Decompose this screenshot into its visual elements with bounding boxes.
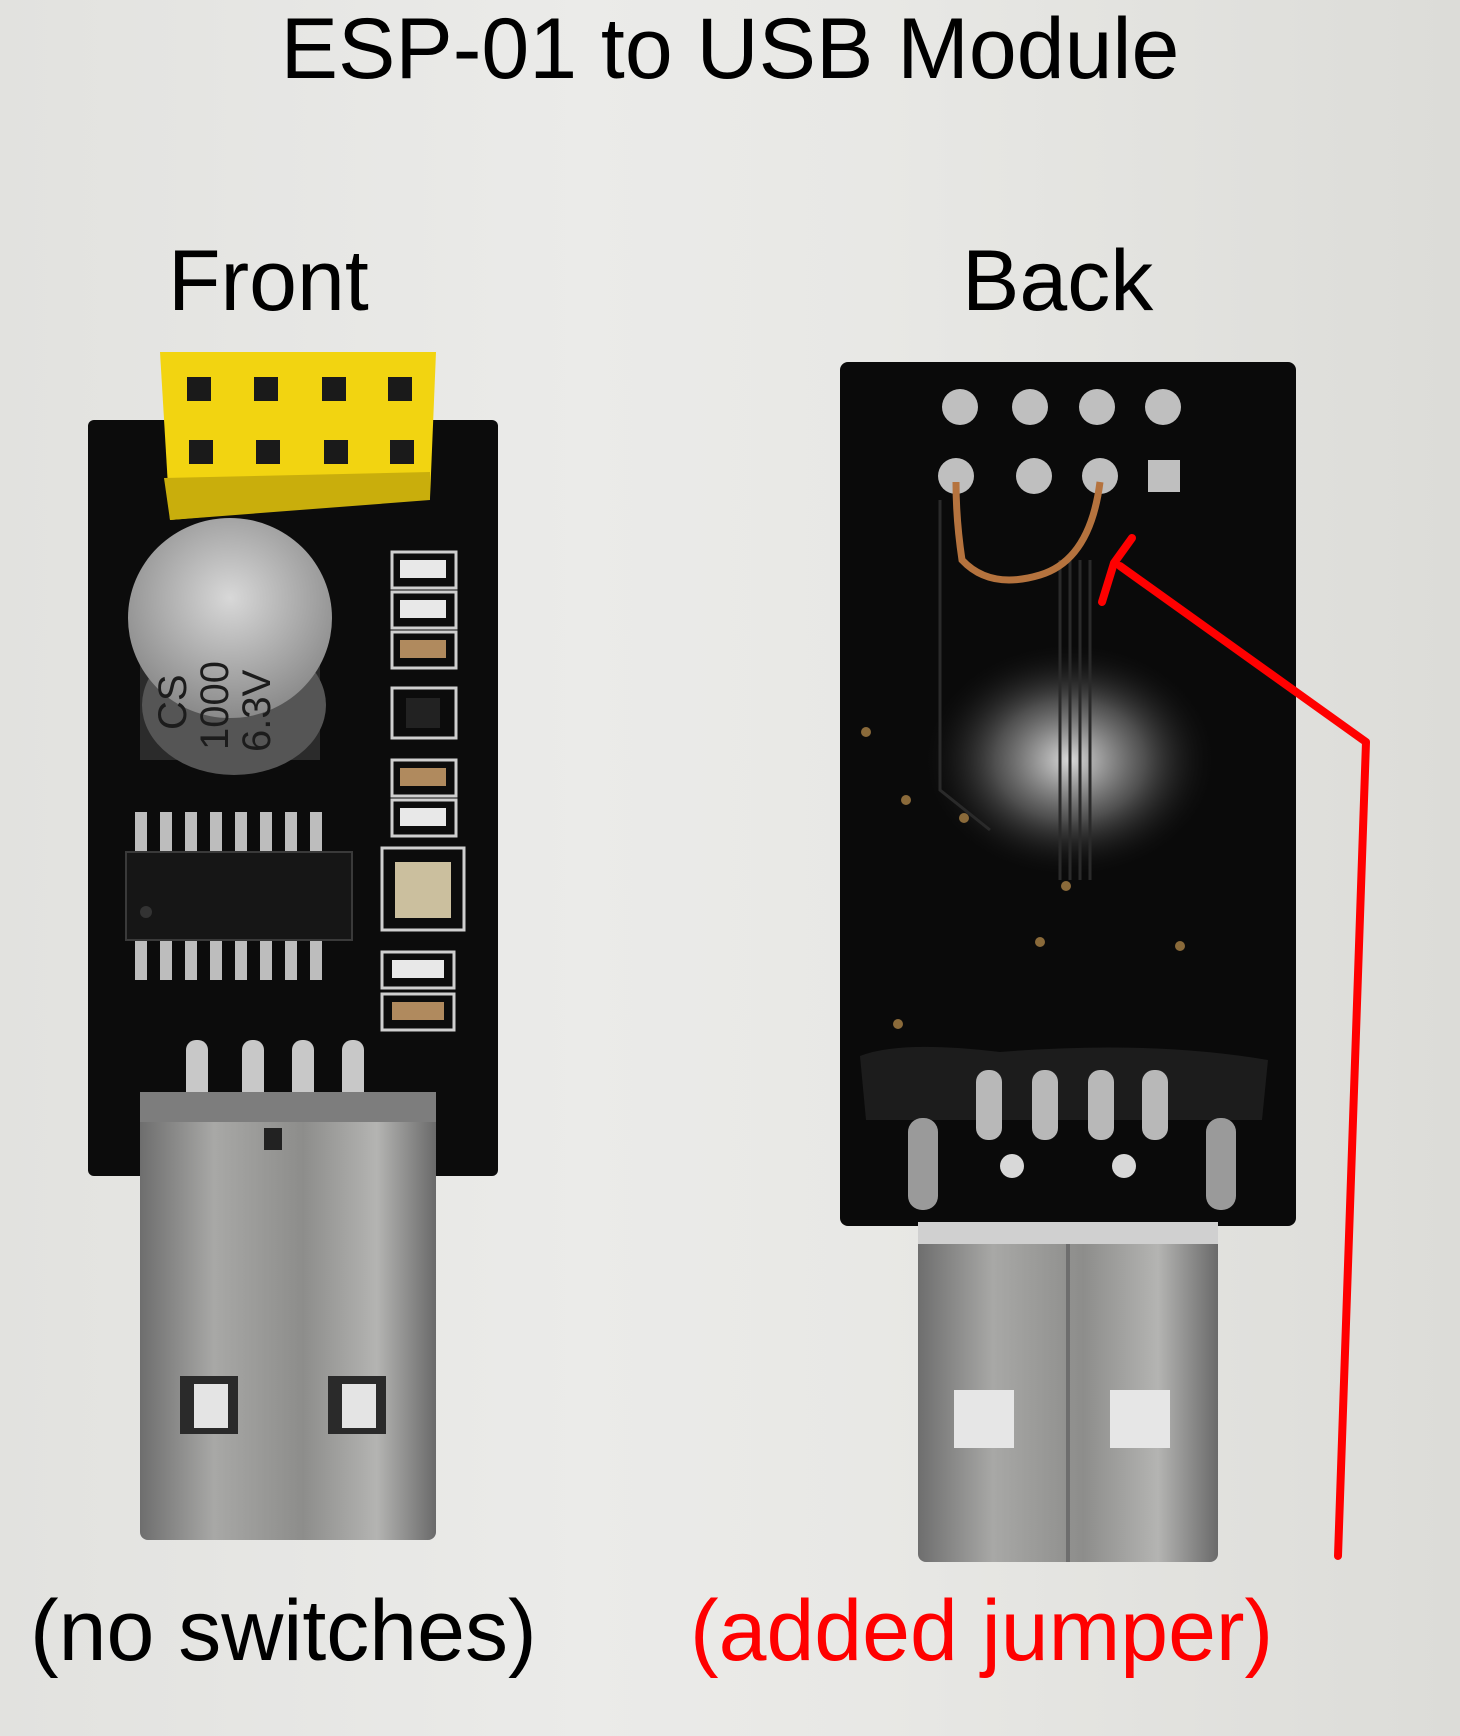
front-module: CS 1000 6.3V	[88, 352, 498, 1540]
front-usb-pads	[186, 1040, 364, 1106]
page-title: ESP-01 to USB Module	[280, 1, 1180, 97]
front-label: Front	[168, 233, 369, 329]
capacitor-marking: CS 1000 6.3V	[151, 650, 279, 752]
front-caption: (no switches)	[30, 1583, 537, 1679]
jumper-annotation-arrow	[1098, 534, 1370, 1560]
electrolytic-capacitor: CS 1000 6.3V	[128, 518, 332, 775]
back-module	[840, 362, 1296, 1562]
header-solder-pads	[938, 389, 1181, 494]
female-header	[160, 352, 436, 520]
back-usb-pads	[908, 1070, 1236, 1210]
front-usb-plug	[140, 1092, 436, 1540]
jumper-wire	[952, 481, 1104, 584]
back-label: Back	[962, 233, 1154, 329]
back-caption: (added jumper)	[690, 1583, 1274, 1679]
smd-components	[380, 550, 466, 1032]
back-usb-plug	[918, 1222, 1218, 1562]
usb-serial-ic	[125, 812, 353, 980]
